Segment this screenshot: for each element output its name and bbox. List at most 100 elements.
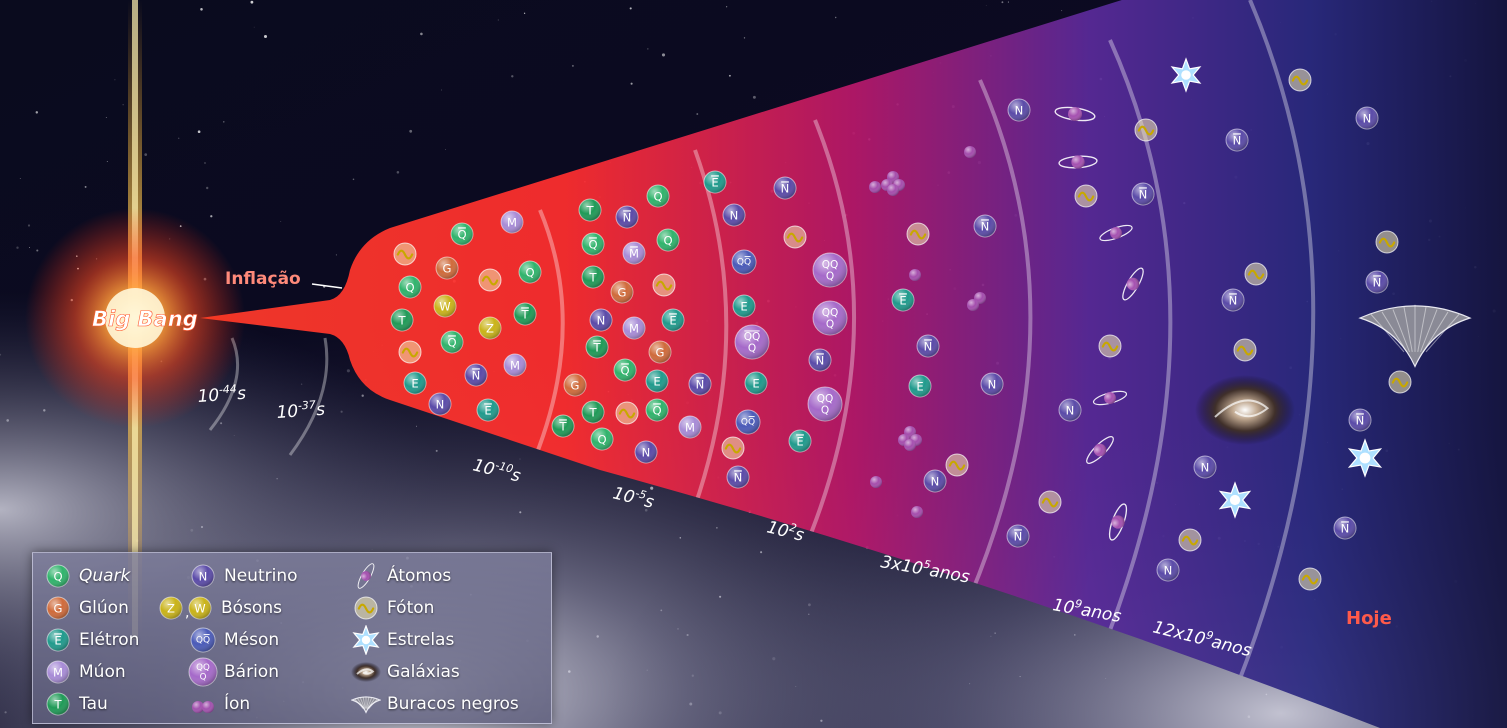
legend-item-star: Estrelas: [351, 625, 454, 655]
meson-particle: QQ: [190, 627, 216, 653]
legend-item-photon: Fóton: [351, 593, 434, 623]
photon-particle: [945, 453, 969, 477]
quark-particle: Q: [646, 184, 670, 208]
particle-glyph: N: [1066, 404, 1075, 418]
muon-particle: M: [500, 210, 524, 234]
particle-glyph: E: [411, 377, 418, 391]
meson-icon: QQ: [188, 625, 218, 655]
particle-glyph: N: [1373, 276, 1382, 290]
ion-particle: [909, 269, 921, 281]
galaxy-icon: [351, 657, 381, 687]
z-particle: Z: [478, 316, 502, 340]
gluon-icon: G: [43, 593, 73, 623]
quark-particle: Q: [590, 427, 614, 451]
particle-glyph: E: [899, 294, 906, 308]
ion-particle: [904, 439, 916, 451]
particle-glyph: QQ: [744, 331, 761, 343]
particle-glyph: N: [623, 211, 632, 225]
ion-particle: [202, 701, 214, 713]
legend-item-ion: Íon: [188, 689, 250, 719]
ion-particle: [192, 701, 204, 713]
particle-glyph: QQ: [817, 393, 834, 405]
electron-particle: E: [908, 374, 932, 398]
particle-glyph: E: [669, 314, 676, 328]
particle-glyph: N: [988, 378, 997, 392]
legend-label-electron: Elétron: [79, 630, 140, 650]
legend-label-blackhole: Buracos negros: [387, 694, 519, 714]
particle-glyph: Q: [525, 266, 534, 280]
baryon-particle: QQQ: [812, 300, 848, 336]
legend-panel: Q Quark G Glúon E Elétron M Múon T Tau N Neutrino Z,…: [32, 552, 552, 724]
particle-glyph: T: [592, 341, 601, 355]
baryon-particle: QQQ: [812, 252, 848, 288]
neutrino-particle: N: [973, 214, 997, 238]
particle-glyph: E: [711, 176, 718, 190]
legend-label-photon: Fóton: [387, 598, 435, 618]
particle-glyph: N: [1015, 104, 1024, 118]
baryon-particle: QQQ: [734, 324, 770, 360]
baryon-particle: QQQ: [807, 386, 843, 422]
atom: [1054, 106, 1096, 122]
particle-glyph: E: [484, 404, 491, 418]
time-mark-2: 10-37s: [276, 398, 326, 423]
particle-glyph: Q: [588, 238, 597, 252]
w-particle: W: [188, 596, 212, 620]
epoch-arc-4: [958, 79, 1033, 621]
gluon-particle: G: [435, 256, 459, 280]
particle-glyph: Q: [53, 570, 62, 584]
black-hole: [351, 696, 381, 714]
particle-glyph: N: [597, 314, 606, 328]
legend-item-quark: Q Quark: [43, 561, 130, 591]
particle-glyph: G: [656, 346, 665, 360]
legend-item-electron: E Elétron: [43, 625, 139, 655]
epoch-arc-6: [1218, 0, 1316, 728]
photon-particle: [783, 225, 807, 249]
legend-item-muon: M Múon: [43, 657, 126, 687]
quark-particle: Q: [440, 330, 464, 354]
electron-particle: E: [788, 429, 812, 453]
legend-label-neutrino: Neutrino: [224, 566, 298, 586]
atom-icon: [351, 561, 381, 591]
ion-particle: [869, 181, 881, 193]
particle-glyph: W: [194, 602, 206, 616]
meson-particle: QQ: [731, 249, 757, 275]
z-particle: Z: [159, 596, 183, 620]
meson-particle: QQ: [735, 409, 761, 435]
photon-particle: [1178, 528, 1202, 552]
legend-item-meson: QQ Méson: [188, 625, 279, 655]
tau-particle: T: [551, 414, 575, 438]
particle-glyph: M: [685, 421, 695, 435]
particle-glyph: N: [1356, 414, 1365, 428]
quark-particle: Q: [450, 222, 474, 246]
neutrino-particle: N: [1193, 455, 1217, 479]
photon-particle: [906, 222, 930, 246]
photon-particle: [393, 242, 417, 266]
big-bang-burst: [25, 0, 245, 640]
legend-label-tau: Tau: [79, 694, 108, 714]
neutrino-particle: N: [1221, 288, 1245, 312]
ion-particle: [911, 506, 923, 518]
neutrino-particle: N: [722, 203, 746, 227]
ion-icon: [188, 689, 218, 719]
neutrino-particle: N: [1156, 558, 1180, 582]
photon-particle: [1098, 334, 1122, 358]
electron-particle: E: [703, 170, 727, 194]
gluon-particle: G: [46, 596, 70, 620]
muon-particle: M: [46, 660, 70, 684]
neutrino-particle: N: [923, 469, 947, 493]
particle-glyph: E: [740, 300, 747, 314]
neutrino-particle: N: [916, 334, 940, 358]
photon-particle: [721, 436, 745, 460]
quark-particle: Q: [398, 275, 422, 299]
particle-glyph: Q: [663, 234, 672, 248]
w-particle: W: [433, 294, 457, 318]
legend-item-tau: T Tau: [43, 689, 108, 719]
photon-particle: [1375, 230, 1399, 254]
quark-particle: Q: [613, 358, 637, 382]
particle-glyph: E: [653, 375, 660, 389]
particle-glyph: E: [796, 435, 803, 449]
neutrino-icon: N: [188, 561, 218, 591]
epoch-arc-1: [528, 209, 565, 471]
muon-particle: M: [622, 316, 646, 340]
